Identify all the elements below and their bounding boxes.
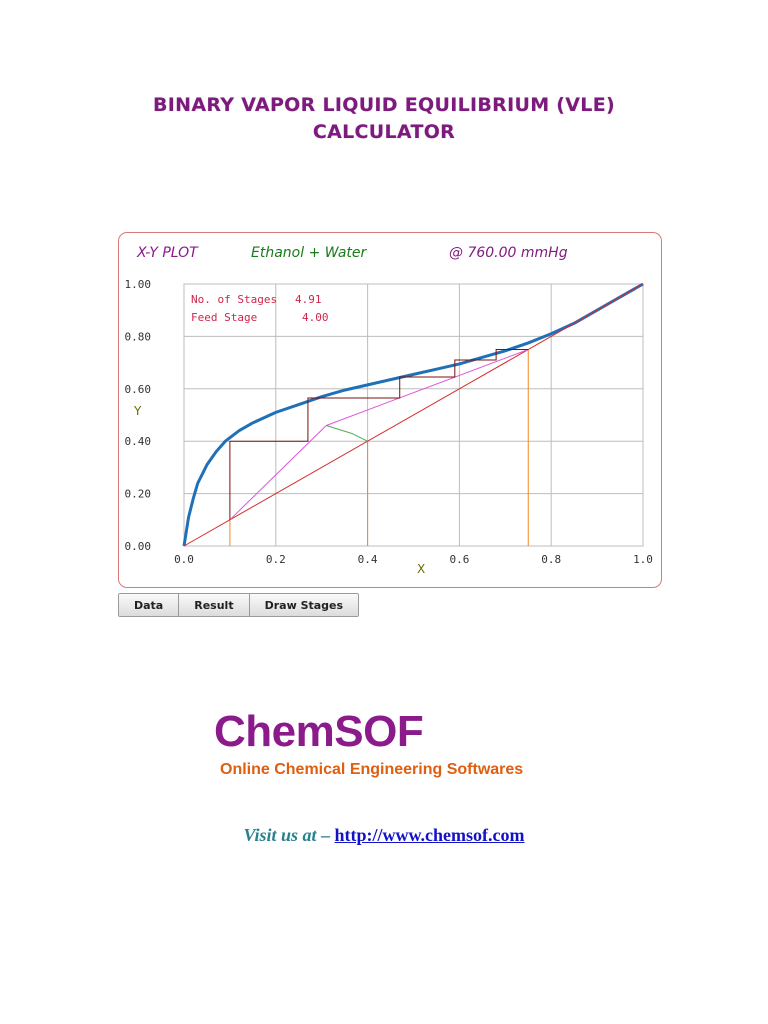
x-tick-label: 0.6 (449, 553, 469, 566)
page-title-line-1: BINARY VAPOR LIQUID EQUILIBRIUM (VLE) (153, 94, 615, 116)
y-tick-label: 0.40 (125, 435, 152, 448)
plot-header-system: Ethanol + Water (251, 245, 368, 261)
stages-label: No. of Stages (191, 293, 277, 306)
plot-header-title: X-Y PLOT (136, 245, 199, 261)
feed-stage-label: Feed Stage (191, 311, 257, 324)
x-axis-label: X (417, 562, 425, 576)
x-tick-label: 0.2 (266, 553, 286, 566)
data-button[interactable]: Data (119, 594, 180, 616)
visit-line: Visit us at – http://www.chemsof.com (0, 823, 768, 847)
chemsof-logo: ChemSOF (214, 707, 424, 756)
xy-plot-panel: X-Y PLOT Ethanol + Water @ 760.00 mmHg 0… (118, 232, 662, 588)
visit-dash: – (321, 825, 331, 845)
plot-header-pressure: @ 760.00 mmHg (449, 245, 568, 261)
x-tick-label: 0.4 (358, 553, 378, 566)
y-tick-label: 0.20 (125, 488, 152, 501)
plot-button-bar: Data Result Draw Stages (118, 593, 360, 617)
y-tick-label: 0.00 (125, 540, 152, 553)
y-axis-label: Y (133, 404, 142, 418)
plot-axes: 0.0 0.2 0.4 0.6 0.8 1.0 0.00 0.20 0.40 0.60 0.80 1.… (125, 278, 653, 566)
website-link[interactable]: http://www.chemsof.com (334, 825, 525, 845)
visit-prefix: Visit us at (243, 825, 317, 845)
stage-steps (229, 349, 529, 520)
xy-plot-chart: X-Y PLOT Ethanol + Water @ 760.00 mmHg 0… (125, 245, 653, 576)
logo-tagline: Online Chemical Engineering Softwares (220, 761, 524, 778)
x-tick-label: 1.0 (633, 553, 653, 566)
y-tick-label: 0.60 (125, 383, 152, 396)
plot-info-box: No. of Stages 4.91 Feed Stage 4.00 (191, 293, 329, 324)
y-tick-label: 0.80 (125, 330, 152, 343)
x-tick-label: 0.0 (174, 553, 194, 566)
q-line (326, 425, 368, 442)
x-tick-label: 0.8 (541, 553, 561, 566)
y-tick-label: 1.00 (125, 278, 152, 291)
feed-stage-value: 4.00 (302, 311, 329, 324)
operating-line (229, 349, 529, 521)
diagonal-line (183, 283, 644, 547)
plot-series (182, 282, 644, 547)
result-button[interactable]: Result (179, 594, 250, 616)
page-title: BINARY VAPOR LIQUID EQUILIBRIUM (VLE) CA… (0, 92, 768, 146)
page-title-line-2: CALCULATOR (312, 121, 456, 143)
draw-stages-button[interactable]: Draw Stages (249, 594, 359, 616)
equilibrium-curve (182, 282, 644, 547)
stages-value: 4.91 (295, 293, 322, 306)
plot-grid (183, 283, 644, 547)
